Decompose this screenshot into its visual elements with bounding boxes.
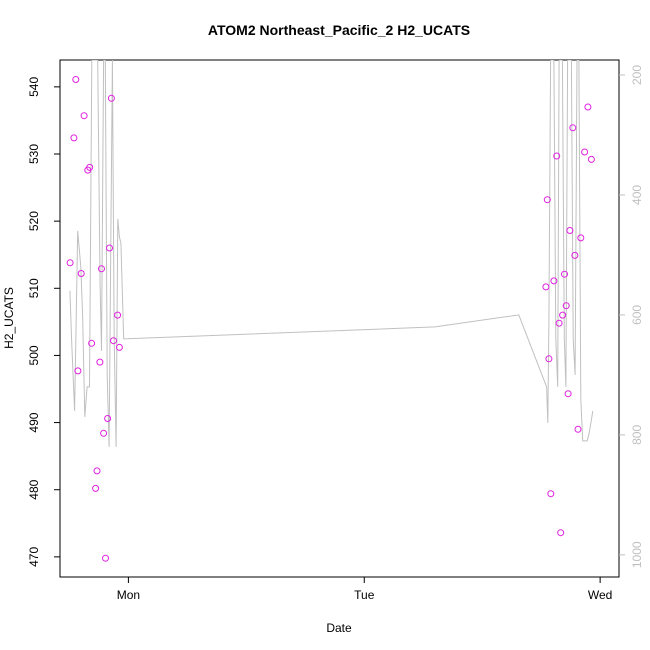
data-point [100,429,108,437]
data-point [72,76,80,83]
x-tick-label: Tue [354,588,375,602]
data-point [543,196,551,204]
data-point [110,337,117,345]
y2-tick-label: 1000 [630,541,644,568]
y-tick-label: 480 [27,479,41,499]
data-point [106,244,113,252]
data-point [557,529,565,537]
data-point [70,134,78,142]
data-point [92,484,100,492]
data-point [577,234,585,242]
y-tick-label: 520 [27,211,41,231]
data-point [114,311,122,319]
data-point [102,554,109,562]
data-point [86,163,94,171]
data-point [96,358,104,366]
data-point [555,319,563,327]
x-axis: Mon Tue Wed [117,577,612,602]
data-point [550,277,558,285]
x-axis-label: Date [326,621,352,635]
data-point [542,283,550,291]
pressure-line [69,60,594,447]
data-point [562,302,570,310]
x-tick-label: Wed [588,588,612,602]
data-points-layer [66,76,595,562]
data-point [574,425,582,433]
data-point [547,490,555,498]
data-point [115,343,123,351]
y-axis-left: 470 480 490 500 510 520 530 540 [27,77,60,567]
data-point [545,355,553,363]
data-point [559,311,567,319]
data-point [566,227,574,234]
y-tick-label: 540 [27,77,41,97]
y2-tick-label: 200 [630,65,644,85]
y-axis-right: 200 400 600 800 1000 [619,65,644,568]
plot-frame [59,59,620,578]
x-tick-label: Mon [117,588,140,602]
data-point [88,339,96,347]
y2-tick-label: 600 [630,305,644,325]
data-point [571,251,579,259]
data-point [107,94,115,102]
data-point [80,112,88,120]
y2-tick-label: 400 [630,185,644,205]
data-point [66,259,74,267]
data-point [74,367,82,375]
data-point [569,124,577,132]
data-point [587,155,595,163]
data-point [561,270,568,278]
data-point [553,152,561,160]
pressure-line-layer [69,60,594,447]
data-point [564,390,572,398]
data-point [584,103,592,111]
y2-tick-label: 800 [630,425,644,445]
y-tick-label: 500 [27,345,41,365]
data-point [104,415,112,422]
chart-title: ATOM2 Northeast_Pacific_2 H2_UCATS [208,22,470,38]
data-point [77,270,85,277]
data-point [93,467,101,475]
y-tick-label: 490 [27,412,41,432]
y-tick-label: 510 [27,278,41,298]
y-tick-label: 470 [27,547,41,567]
y-tick-label: 530 [27,144,41,164]
y-axis-label: H2_UCATS [2,287,16,349]
data-point [98,265,105,273]
data-point [581,148,589,156]
